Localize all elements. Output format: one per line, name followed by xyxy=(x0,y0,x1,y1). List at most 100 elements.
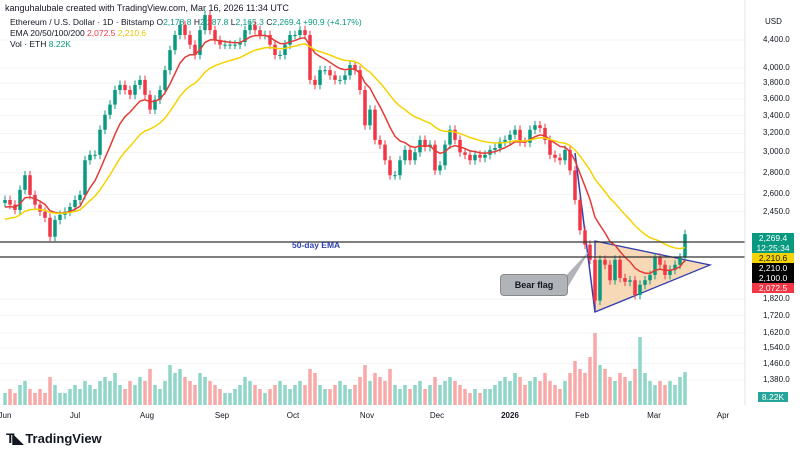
candle xyxy=(578,200,582,231)
volume-bar xyxy=(673,385,677,405)
candle xyxy=(133,84,137,95)
tradingview-logo[interactable]: T◣ TradingView xyxy=(6,430,102,446)
candle xyxy=(593,259,597,301)
candle xyxy=(178,25,182,36)
time-tick: Nov xyxy=(359,411,375,420)
candle xyxy=(608,264,612,281)
volume-bar xyxy=(358,377,362,405)
volume-bar xyxy=(298,381,302,405)
candle xyxy=(163,70,167,91)
candle xyxy=(23,175,27,190)
candle xyxy=(568,149,572,171)
volume-legend[interactable]: Vol · ETH 8.22K xyxy=(10,39,71,49)
candle xyxy=(78,194,82,201)
candle xyxy=(118,84,122,91)
volume-bar xyxy=(293,385,297,405)
tradingview-logo-icon: T◣ xyxy=(6,430,23,446)
candle xyxy=(673,264,677,270)
time-tick: Oct xyxy=(286,411,300,420)
currency-label[interactable]: USD xyxy=(765,17,782,26)
candle xyxy=(353,65,357,71)
candle xyxy=(33,194,37,205)
volume-bar xyxy=(163,381,167,405)
candle xyxy=(338,79,342,81)
volume-bar xyxy=(23,381,27,405)
volume-bar xyxy=(503,377,507,405)
ema20-line xyxy=(4,34,686,275)
volume-bar xyxy=(538,381,542,405)
candle xyxy=(543,127,547,140)
time-tick: Mar xyxy=(647,411,661,420)
candle xyxy=(413,152,417,161)
volume-bar xyxy=(183,377,187,405)
price-tick: 2,800.0 xyxy=(763,167,790,177)
volume-bar xyxy=(588,357,592,405)
volume-tag: 8.22K xyxy=(758,392,788,402)
volume-bar xyxy=(153,385,157,405)
change-value: +90.9 (+4.17%) xyxy=(303,17,362,27)
volume-bar xyxy=(318,385,322,405)
volume-value: 8.22K xyxy=(48,39,71,49)
volume-bar xyxy=(68,389,72,405)
volume-bar xyxy=(383,381,387,405)
volume-bar xyxy=(133,385,137,405)
candle xyxy=(503,139,507,142)
volume-bar xyxy=(608,377,612,405)
candle xyxy=(448,129,452,145)
volume-bar xyxy=(18,385,22,405)
volume-bar xyxy=(578,369,582,405)
volume-bar xyxy=(58,393,62,405)
bear-flag-callout: Bear flag xyxy=(500,274,568,296)
volume-bar xyxy=(303,385,307,405)
triangle-pattern[interactable] xyxy=(594,240,713,313)
volume-bar xyxy=(118,385,122,405)
candle xyxy=(213,30,217,40)
volume-bar xyxy=(323,389,327,405)
price-tick: 3,400.0 xyxy=(763,110,790,120)
candle xyxy=(603,259,607,265)
volume-bar xyxy=(238,385,242,405)
candle xyxy=(143,79,147,95)
volume-bar xyxy=(393,385,397,405)
time-tick: Aug xyxy=(139,411,155,420)
price-tick: 1,720.0 xyxy=(763,310,790,320)
candle xyxy=(563,149,567,161)
volume-bar xyxy=(533,377,537,405)
candle xyxy=(358,70,362,91)
volume-bar xyxy=(618,373,622,405)
candle xyxy=(348,65,352,76)
candle xyxy=(18,189,22,210)
price-tick: 1,820.0 xyxy=(763,293,790,303)
volume-bar xyxy=(103,377,107,405)
close-value: 2,269.4 xyxy=(272,17,301,27)
open-value: 2,178.8 xyxy=(163,17,192,27)
volume-bar xyxy=(488,389,492,405)
candle xyxy=(308,35,312,80)
candle xyxy=(368,109,372,126)
price-tick: 2,450.0 xyxy=(763,206,790,216)
candle xyxy=(393,175,397,177)
volume-bar xyxy=(523,385,527,405)
volume-bar xyxy=(483,389,487,405)
candle xyxy=(203,15,207,31)
volume-bar xyxy=(158,389,162,405)
volume-bar xyxy=(78,389,82,405)
time-tick: Jul xyxy=(69,411,81,420)
candle xyxy=(248,25,252,31)
volume-bar xyxy=(553,385,557,405)
candle xyxy=(613,259,617,281)
ema-legend[interactable]: EMA 20/50/100/200 2,072.5 2,210.6 xyxy=(10,28,147,38)
volume-bar xyxy=(408,389,412,405)
volume-bar xyxy=(343,385,347,405)
volume-bar xyxy=(178,369,182,405)
high-value: 2,287.8 xyxy=(199,17,229,27)
candle xyxy=(683,234,687,258)
candle xyxy=(288,35,292,45)
candle xyxy=(478,154,482,158)
candle xyxy=(53,219,57,237)
candle xyxy=(93,154,97,156)
candle xyxy=(168,50,172,71)
candle xyxy=(318,70,322,85)
volume-bar xyxy=(418,381,422,405)
